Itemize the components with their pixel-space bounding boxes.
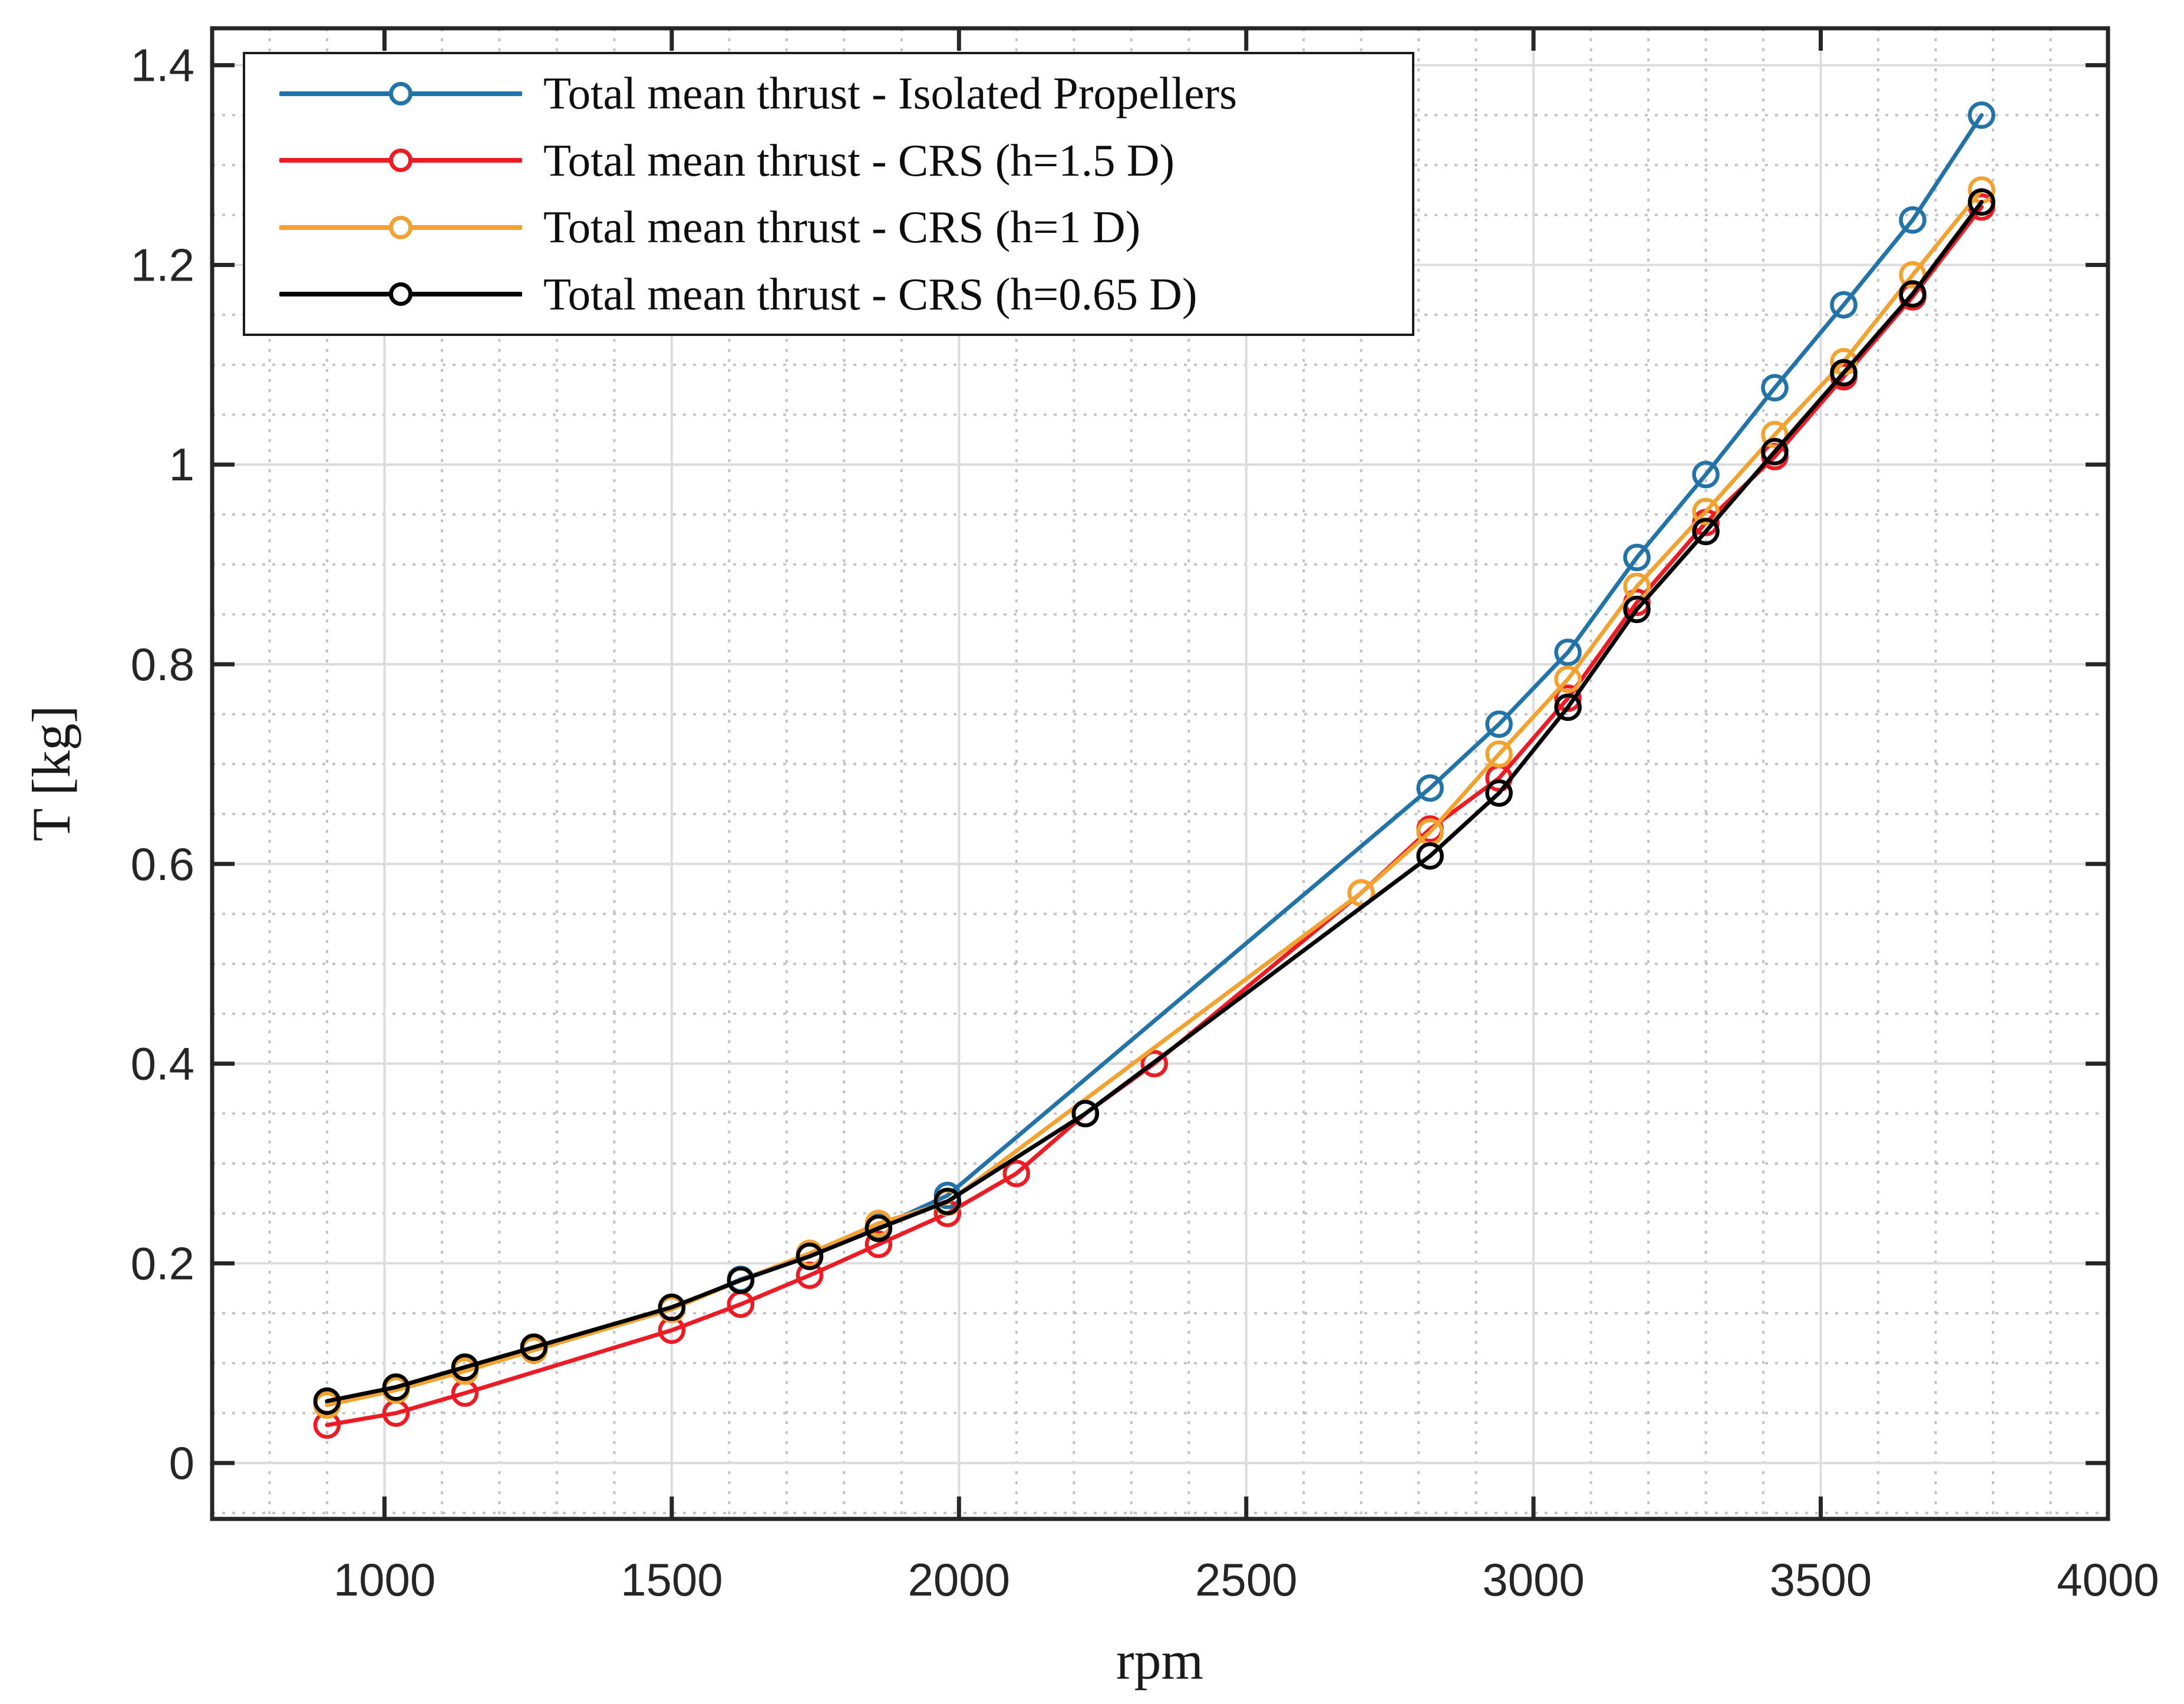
data-point-marker (1071, 1100, 1100, 1128)
y-tick-label: 0 (169, 1437, 194, 1489)
legend-line-marker-icon (279, 81, 522, 106)
x-tick-label: 1500 (621, 1554, 723, 1606)
series-line (325, 205, 1984, 1428)
data-series (313, 101, 1995, 1439)
plot-frame (210, 26, 2110, 1521)
legend-line-marker-icon (279, 215, 522, 239)
axes-frame (210, 26, 2110, 1521)
tick-marks (212, 28, 2110, 1519)
data-point-marker (1416, 774, 1444, 802)
data-point-marker (658, 1293, 686, 1321)
data-point-marker (1623, 595, 1651, 624)
y-tick-label: 1 (169, 439, 194, 490)
legend-label: Total mean thrust - Isolated Propellers (543, 68, 1238, 119)
y-axis-label: T [kg] (21, 706, 81, 842)
data-point-marker (1416, 842, 1444, 870)
circle-marker-icon (389, 81, 413, 106)
legend: Total mean thrust - Isolated Propellers … (243, 52, 1414, 336)
x-axis-label: rpm (1116, 1630, 1203, 1690)
data-point-marker (1140, 1050, 1169, 1077)
legend-line-marker-icon (279, 282, 522, 306)
data-point-marker (313, 1387, 341, 1415)
x-tick-label: 2500 (1195, 1554, 1298, 1606)
series-1 (313, 193, 1995, 1439)
data-point-marker (1554, 665, 1582, 693)
data-point-marker (1554, 638, 1582, 666)
x-tick-label: 3500 (1770, 1554, 1872, 1606)
legend-label: Total mean thrust - CRS (h=1.5 D) (543, 134, 1175, 186)
x-tick-label: 3000 (1482, 1554, 1585, 1606)
data-point-marker (1968, 101, 1995, 129)
legend-item: Total mean thrust - CRS (h=1 D) (279, 201, 1412, 253)
legend-label: Total mean thrust - CRS (h=0.65 D) (543, 268, 1197, 319)
y-tick-label: 0.4 (131, 1038, 194, 1090)
data-point-marker (727, 1266, 755, 1294)
tick-labels: 1000 1500 2000 2500 3000 3500 4000 0 0.2 0.4 0.6 0.… (131, 39, 2159, 1606)
data-point-marker (451, 1353, 479, 1381)
legend-label: Total mean thrust - CRS (h=1 D) (543, 202, 1141, 253)
data-point-marker (1623, 543, 1651, 572)
legend-line-marker-icon (279, 149, 522, 173)
series-3 (313, 188, 1995, 1415)
x-tick-label: 2000 (908, 1554, 1011, 1606)
data-point-marker (1761, 437, 1789, 466)
data-point-marker (1968, 188, 1995, 216)
y-tick-label: 0.8 (131, 638, 194, 690)
legend-item: Total mean thrust - Isolated Propellers (279, 67, 1412, 120)
legend-item: Total mean thrust - CRS (h=1.5 D) (279, 134, 1412, 187)
series-line (325, 187, 1984, 1408)
data-point-marker (1830, 291, 1858, 319)
data-point-marker (1830, 359, 1858, 387)
y-tick-label: 1.2 (131, 239, 194, 291)
circle-marker-icon (389, 149, 413, 173)
data-point-marker (1761, 421, 1789, 449)
data-point-marker (1899, 206, 1926, 234)
data-point-marker (1347, 879, 1375, 907)
y-tick-label: 0.6 (131, 838, 194, 890)
data-point-marker (520, 1333, 548, 1361)
data-point-marker (1899, 280, 1926, 308)
x-tick-label: 4000 (2057, 1554, 2159, 1606)
data-point-marker (1692, 518, 1720, 545)
x-tick-label: 1000 (334, 1554, 436, 1606)
y-tick-label: 0.2 (131, 1237, 194, 1289)
data-point-marker (1002, 1159, 1031, 1188)
series-line (325, 200, 1984, 1403)
data-point-marker (1761, 374, 1789, 402)
y-tick-label: 1.4 (131, 39, 194, 91)
circle-marker-icon (389, 215, 413, 239)
circle-marker-icon (389, 282, 413, 306)
data-point-marker (1485, 779, 1513, 807)
data-point-marker (865, 1230, 893, 1258)
data-point-marker (865, 1214, 893, 1242)
data-point-marker (1485, 740, 1513, 768)
data-point-marker (933, 1188, 962, 1215)
data-point-marker (1485, 710, 1513, 738)
data-point-marker (1692, 497, 1720, 526)
legend-item: Total mean thrust - CRS (h=0.65 D) (279, 268, 1412, 321)
data-point-marker (382, 1373, 410, 1401)
data-point-marker (1554, 693, 1582, 721)
data-point-marker (1692, 460, 1720, 489)
data-point-marker (796, 1242, 824, 1270)
